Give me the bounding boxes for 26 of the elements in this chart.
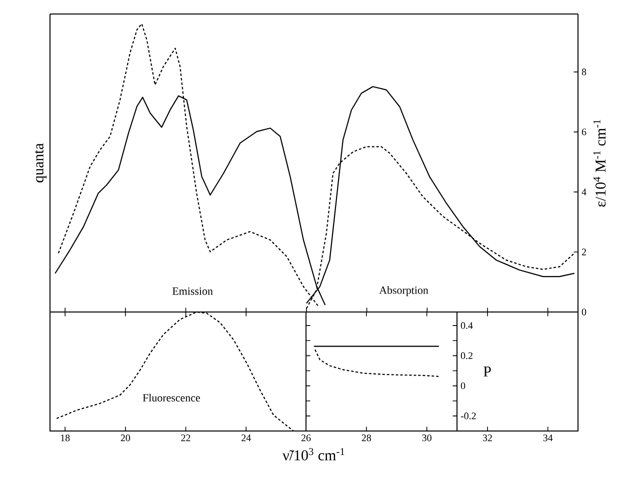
x-tick-label: 20 <box>120 434 130 442</box>
y-tick-label: 4 <box>582 188 586 196</box>
y-tick-label: 0.4 <box>460 322 473 329</box>
annotation: Absorption <box>379 286 428 296</box>
line-series <box>314 349 440 378</box>
x-axis-title: ν̃/10$^{3}$ cm$^{-1}$ <box>282 448 344 460</box>
x-tick-label: 34 <box>543 434 553 442</box>
x-tick-label: 30 <box>422 434 432 442</box>
y-axis-title: P <box>484 366 491 376</box>
x-tick-label: 28 <box>362 434 372 442</box>
y-tick-label: 2 <box>582 248 586 256</box>
x-tick-label: 32 <box>482 434 492 442</box>
y-tick-label: 0 <box>582 308 586 316</box>
x-tick-label: 24 <box>242 434 251 442</box>
y-axis-title: ε/10$^{4}$ M$^{-1}$ cm$^{-1}$ <box>593 120 606 207</box>
y-tick-label: 8 <box>582 68 586 76</box>
y-tick-label: 0.2 <box>460 352 472 360</box>
x-tick-label: 22 <box>181 434 190 442</box>
y-tick-label: -0.2 <box>460 412 476 420</box>
y-axis-title: quanta <box>34 143 46 182</box>
annotation: Fluorescence <box>142 394 200 402</box>
y-tick-label: 6 <box>582 128 586 136</box>
annotation: Emission <box>172 287 213 295</box>
x-tick-label: 26 <box>301 434 311 442</box>
y-tick-label: 0 <box>460 382 466 390</box>
x-tick-label: 18 <box>60 434 70 442</box>
